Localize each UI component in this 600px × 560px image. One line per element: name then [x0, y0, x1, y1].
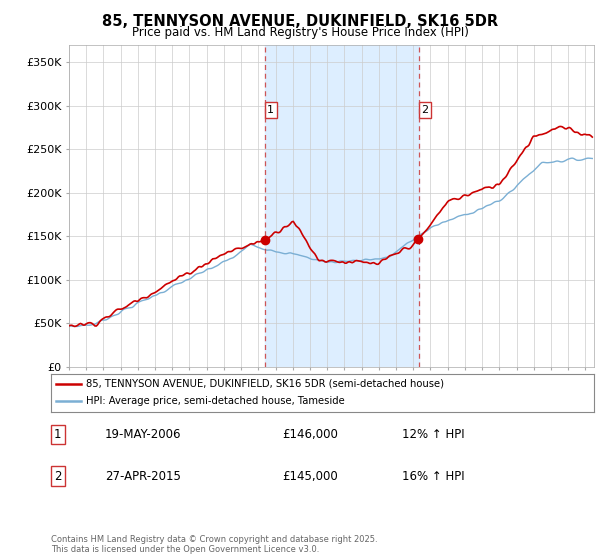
Text: 12% ↑ HPI: 12% ↑ HPI	[402, 428, 464, 441]
Text: Price paid vs. HM Land Registry's House Price Index (HPI): Price paid vs. HM Land Registry's House …	[131, 26, 469, 39]
Text: 85, TENNYSON AVENUE, DUKINFIELD, SK16 5DR: 85, TENNYSON AVENUE, DUKINFIELD, SK16 5D…	[102, 14, 498, 29]
Text: HPI: Average price, semi-detached house, Tameside: HPI: Average price, semi-detached house,…	[86, 396, 345, 407]
Text: £145,000: £145,000	[282, 470, 338, 483]
Text: 1: 1	[267, 105, 274, 115]
Text: 19-MAY-2006: 19-MAY-2006	[105, 428, 182, 441]
Text: 16% ↑ HPI: 16% ↑ HPI	[402, 470, 464, 483]
Text: 85, TENNYSON AVENUE, DUKINFIELD, SK16 5DR (semi-detached house): 85, TENNYSON AVENUE, DUKINFIELD, SK16 5D…	[86, 379, 444, 389]
Text: Contains HM Land Registry data © Crown copyright and database right 2025.
This d: Contains HM Land Registry data © Crown c…	[51, 535, 377, 554]
Bar	[265, 45, 419, 367]
Text: £146,000: £146,000	[282, 428, 338, 441]
Text: 2: 2	[421, 105, 428, 115]
Text: 1: 1	[54, 428, 62, 441]
Text: 27-APR-2015: 27-APR-2015	[105, 470, 181, 483]
Text: 2: 2	[54, 470, 62, 483]
